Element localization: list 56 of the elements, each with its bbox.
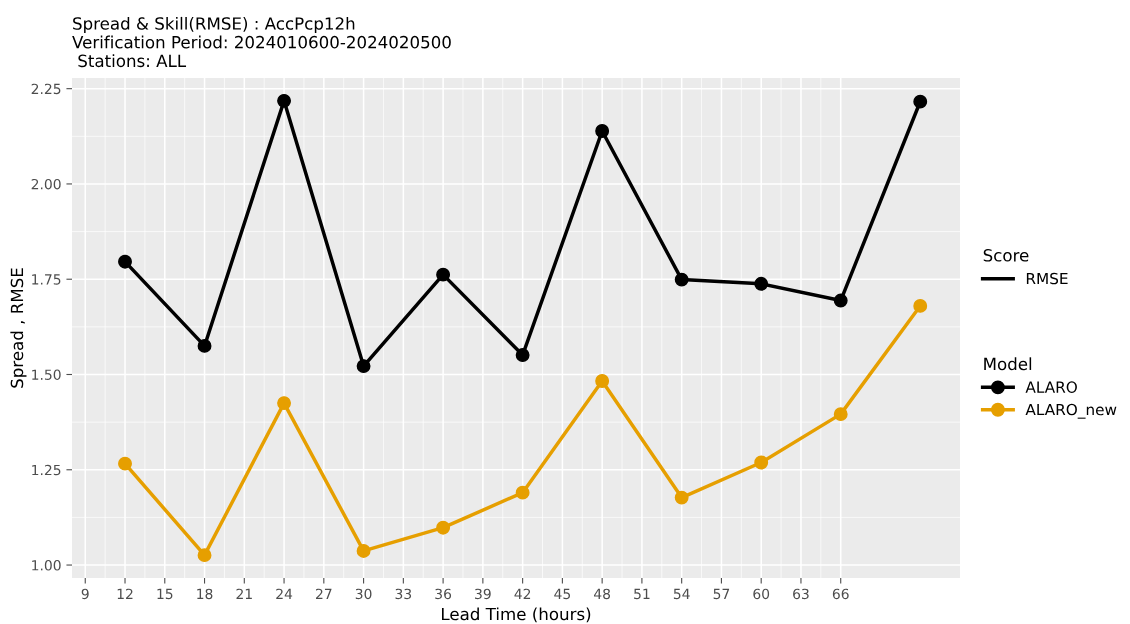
x-tick-label: 36 (435, 588, 452, 600)
y-tick-label: 1.75 (32, 274, 61, 285)
point (913, 94, 928, 109)
point (833, 407, 848, 422)
x-tick-label: 18 (197, 588, 213, 600)
point (197, 338, 212, 353)
point (197, 548, 212, 563)
x-tick-label: 39 (475, 588, 491, 600)
x-tick-label: 54 (673, 588, 690, 600)
y-tick-label: 1.00 (32, 560, 61, 571)
point (595, 374, 610, 388)
x-tick-label: 57 (713, 588, 730, 600)
y-tick-label: 2.25 (31, 83, 61, 95)
point (118, 254, 132, 269)
x-tick-label: 60 (753, 588, 770, 600)
x-tick-label: 45 (554, 588, 571, 600)
x-tick-label: 9 (81, 588, 89, 600)
x-tick-label: 27 (316, 588, 332, 599)
y-tick-label: 2.00 (31, 178, 61, 190)
x-tick-label: 12 (117, 588, 133, 599)
point (833, 293, 848, 308)
point (277, 93, 292, 108)
x-tick-label: 24 (276, 588, 293, 599)
x-tick-label: 30 (355, 588, 372, 600)
x-axis-title: Lead Time (hours) (442, 607, 591, 623)
text: Score (983, 249, 1029, 262)
point (356, 359, 371, 374)
x-tick-label: 33 (395, 588, 412, 600)
point (118, 456, 132, 471)
legend-label: ALARO_new (1025, 403, 1117, 419)
x-tick-label: 66 (832, 588, 849, 600)
point (515, 485, 530, 500)
legend-title: Model (984, 357, 1032, 371)
legend-label: ALARO (1025, 381, 1077, 393)
x-tick-label: 51 (634, 588, 650, 600)
text: RMSE (1026, 272, 1068, 285)
y-axis-title: Spread , RMSE (10, 268, 27, 388)
point (277, 396, 292, 411)
point (754, 276, 769, 291)
point (754, 455, 769, 470)
y-tick-label: 1.50 (32, 369, 61, 380)
chart-title: Spread & Skill(RMSE) : AccPcp12h Verification Period: 2024010600-2024020500 Stations: ALL (72, 16, 451, 68)
point (913, 298, 928, 313)
point (515, 348, 530, 363)
point (674, 490, 689, 505)
point (436, 267, 451, 282)
x-tick-label: 21 (236, 588, 252, 599)
x-tick-label: 42 (514, 588, 531, 599)
point (436, 520, 451, 535)
x-tick-label: 63 (793, 588, 809, 600)
x-tick-label: 15 (157, 588, 173, 600)
x-tick-label: 48 (593, 588, 611, 600)
y-tick-label: 1.25 (32, 464, 61, 476)
point (356, 543, 371, 558)
point (674, 272, 689, 287)
point (595, 124, 610, 138)
